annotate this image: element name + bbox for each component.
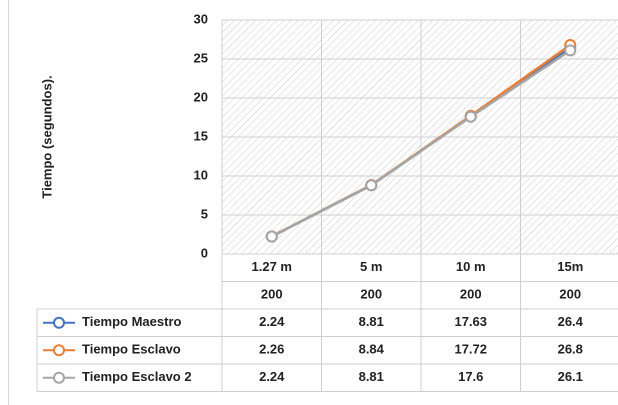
y-tick-label: 20 <box>194 89 208 104</box>
legend-entry: Tiempo Esclavo 2 <box>82 369 192 384</box>
legend-entry: Tiempo Maestro <box>82 314 182 329</box>
table-cell: 8.81 <box>359 369 384 384</box>
y-axis-label: Tiempo (segundos). <box>39 75 54 198</box>
table-cell: 8.81 <box>359 314 384 329</box>
x-tick-label-secondary: 200 <box>360 287 382 302</box>
data-table: 1.27 m 200 5 m 200 10 m 200 15m 200 Tiempo Maest… <box>36 253 618 392</box>
y-tick-label: 10 <box>194 167 208 182</box>
table-cell: 2.24 <box>259 314 285 329</box>
table-cell: 2.26 <box>259 342 284 357</box>
y-tick-label: 5 <box>201 206 208 221</box>
legend-key-marker <box>53 316 65 329</box>
data-point <box>564 44 577 57</box>
series-lines <box>265 38 577 243</box>
y-tick-label: 15 <box>194 128 208 143</box>
y-tick-label: 0 <box>201 245 208 260</box>
table-cell: 26.4 <box>558 314 584 329</box>
y-axis: 0 5 10 15 20 25 30 <box>194 11 208 260</box>
y-tick-label: 30 <box>194 11 208 26</box>
legend-entry: Tiempo Esclavo <box>82 342 181 357</box>
gridlines <box>221 19 618 255</box>
x-tick-label-secondary: 200 <box>559 287 581 302</box>
legend-key-marker <box>53 344 65 357</box>
table-cell: 8.84 <box>359 342 385 357</box>
x-tick-label: 10 m <box>456 259 486 274</box>
data-point <box>265 230 278 243</box>
table-cell: 2.24 <box>259 369 285 384</box>
x-tick-label-secondary: 200 <box>261 287 283 302</box>
series-line <box>271 49 571 238</box>
x-tick-label: 1.27 m <box>252 259 292 274</box>
x-tick-label: 5 m <box>360 259 382 274</box>
table-cell: 26.8 <box>558 342 583 357</box>
data-point <box>464 110 477 123</box>
y-tick-label: 25 <box>194 50 208 65</box>
table-cell: 17.63 <box>454 314 487 329</box>
table-cell: 17.6 <box>458 369 483 384</box>
x-tick-label: 15m <box>557 259 583 274</box>
left-divider <box>8 0 9 405</box>
data-point <box>365 179 378 192</box>
x-tick-label-secondary: 200 <box>460 287 482 302</box>
legend-key-marker <box>53 371 65 384</box>
table-cell: 17.72 <box>454 342 487 357</box>
table-cell: 26.1 <box>558 369 583 384</box>
